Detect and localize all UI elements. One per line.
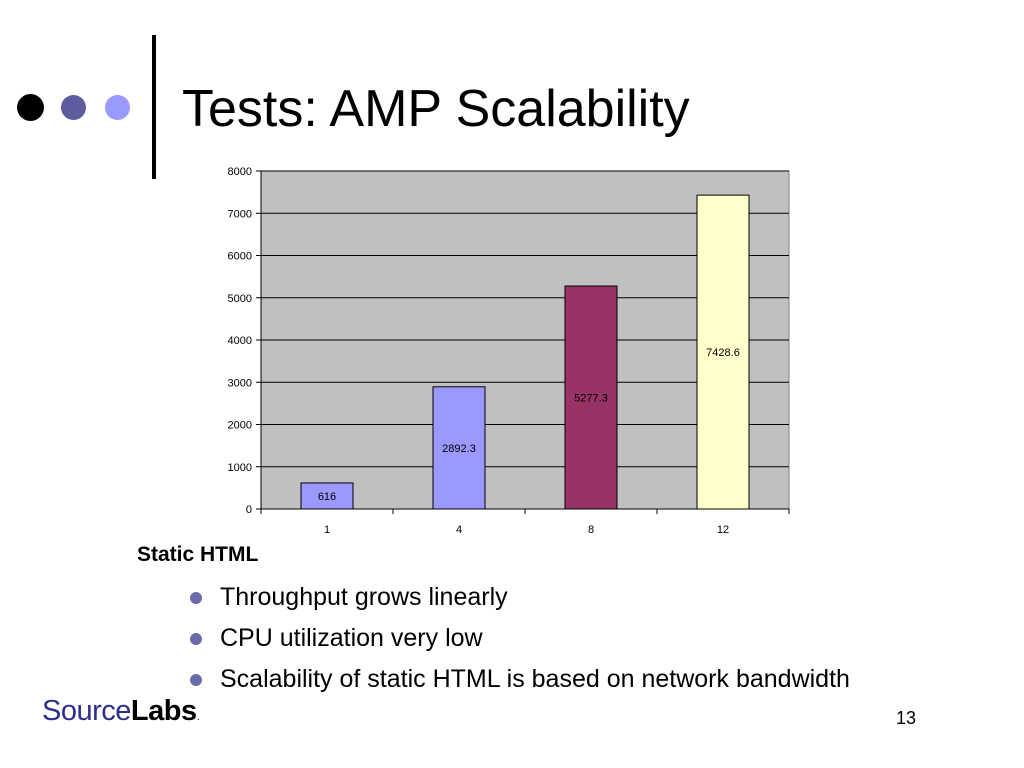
y-tick-label: 8000 [228, 166, 252, 178]
bullet-text: Throughput grows linearly [220, 583, 508, 611]
bullet-text: CPU utilization very low [220, 624, 483, 652]
y-tick-label: 3000 [228, 377, 252, 389]
data-label-box [313, 487, 341, 504]
decor-dot-black [17, 94, 44, 121]
data-label-box [435, 439, 483, 456]
x-tick-label: 1 [324, 524, 330, 536]
decor-dot-dark-purple [61, 95, 86, 120]
data-label-box [567, 389, 615, 406]
y-tick-label: 2000 [228, 420, 252, 432]
bullet-text: Scalability of static HTML is based on n… [220, 665, 850, 693]
y-tick-label: 6000 [228, 251, 252, 263]
page-number: 13 [896, 708, 917, 728]
bullet-item: Scalability of static HTML is based on n… [186, 662, 850, 703]
data-label: 5277.3 [574, 393, 608, 405]
title-divider [152, 35, 156, 179]
data-label: 2892.3 [442, 443, 476, 455]
slide-title: Tests: AMP Scalability [182, 80, 690, 138]
data-label: 616 [318, 491, 336, 503]
decor-dot-light-purple [105, 95, 130, 120]
section-heading: Static HTML [137, 543, 259, 566]
data-label: 7428.6 [706, 347, 740, 359]
y-tick-label: 4000 [228, 335, 252, 347]
y-tick-label: 5000 [228, 293, 252, 305]
bullet-item: Throughput grows linearly [186, 580, 850, 621]
y-tick-label: 0 [246, 504, 252, 516]
bullet-icon [190, 633, 202, 645]
y-tick-label: 1000 [228, 462, 252, 474]
x-tick-label: 4 [456, 524, 462, 536]
bullet-list: Throughput grows linearly CPU utilizatio… [186, 580, 850, 703]
sourcelabs-logo: SourceLabs. [42, 695, 200, 727]
x-tick-label: 8 [588, 524, 594, 536]
x-tick-label: 12 [717, 524, 729, 536]
bullet-icon [190, 592, 202, 604]
bullet-icon [190, 674, 202, 686]
data-label-box [699, 344, 747, 361]
bullet-item: CPU utilization very low [186, 621, 850, 662]
y-tick-label: 7000 [228, 208, 252, 220]
